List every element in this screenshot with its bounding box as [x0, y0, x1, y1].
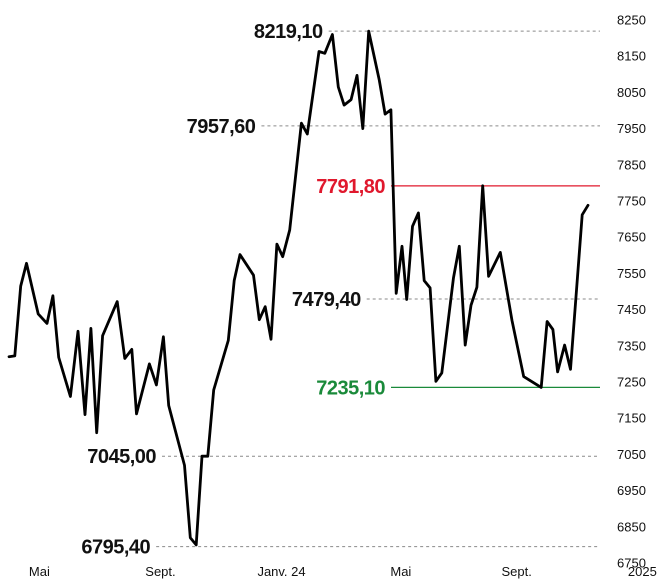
annotation-label: 7045,00: [87, 446, 156, 468]
y-tick-label: 7450: [617, 302, 646, 317]
x-tick-label: Sept.: [145, 564, 175, 579]
y-tick-label: 8250: [617, 13, 646, 28]
annotation-label: 6795,40: [81, 537, 150, 559]
price-line: [7, 29, 590, 547]
annotation-label: 7235,10: [316, 377, 385, 399]
x-tick-label: Janv. 24: [257, 564, 305, 579]
y-tick-label: 8150: [617, 49, 646, 64]
annotation-labels: 8219,10 7957,60 7791,80 7479,40 7235,10 7045,…: [81, 21, 386, 559]
y-tick-label: 7950: [617, 121, 646, 136]
x-axis: Mai Sept. Janv. 24 Mai Sept. 2025: [29, 564, 657, 579]
reference-lines: [156, 30, 600, 548]
y-axis: 8250 8150 8050 7950 7850 7750 7650 7550 7450 7350…: [617, 13, 646, 571]
annotation-label: 7479,40: [292, 289, 361, 311]
annotation-label: 8219,10: [254, 21, 323, 43]
y-tick-label: 8050: [617, 85, 646, 100]
y-tick-label: 6850: [617, 519, 646, 534]
y-tick-label: 7150: [617, 411, 646, 426]
y-tick-label: 7550: [617, 266, 646, 281]
annotation-label: 7791,80: [316, 176, 385, 198]
annotation-label: 7957,60: [187, 116, 256, 138]
y-tick-label: 7850: [617, 157, 646, 172]
x-tick-label: Sept.: [501, 564, 531, 579]
y-tick-label: 7350: [617, 338, 646, 353]
y-tick-label: 7250: [617, 375, 646, 390]
x-tick-label: 2025: [628, 564, 657, 579]
y-tick-label: 7050: [617, 447, 646, 462]
y-tick-label: 7650: [617, 230, 646, 245]
x-tick-label: Mai: [390, 564, 411, 579]
y-tick-label: 7750: [617, 194, 646, 209]
y-tick-label: 6750: [617, 556, 646, 571]
y-tick-label: 6950: [617, 483, 646, 498]
x-tick-label: Mai: [29, 564, 50, 579]
